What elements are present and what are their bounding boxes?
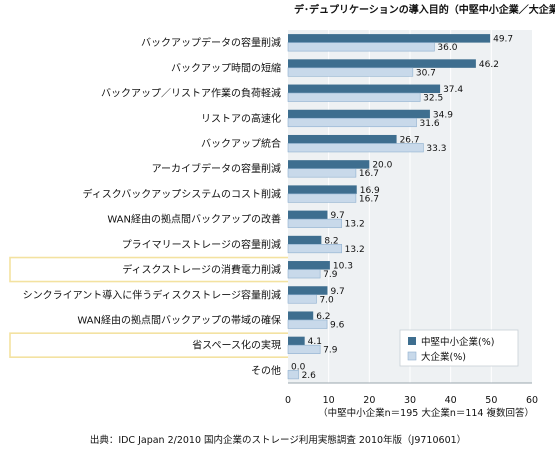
data-label: 13.2 [345,220,365,230]
category-label: ディスクバックアップシステムのコスト削減 [83,187,282,200]
category-label: シンクライアント導入に伴うディスクストレージ容量削減 [23,288,281,301]
data-label: 9.7 [330,287,344,297]
data-label: 33.3 [426,144,446,154]
data-label: 10.3 [333,262,353,272]
data-label: 2.6 [302,371,317,381]
category-label: リストアの高速化 [201,112,281,125]
category-label: バックアップ統合 [201,137,281,150]
data-label: 7.0 [319,295,334,305]
data-label: 8.2 [324,236,338,246]
bar-large [287,218,342,228]
bar-midsize [288,160,370,169]
category-label: バックアップ／リストア作業の負荷軽減 [101,87,281,100]
bar-large [287,294,317,304]
legend-label: 中堅中小企業(%) [421,336,494,348]
data-label: 30.7 [416,68,436,78]
data-label: 7.9 [323,270,338,280]
x-tick-label: 10 [323,395,335,406]
bar-large [287,42,435,52]
category-label: バックアップデータの容量削減 [141,36,281,49]
category-label: その他 [251,364,281,377]
category-label: WAN経由の拠点間バックアップの改善 [107,213,281,226]
data-label: 0.0 [291,362,306,372]
bar-large [287,370,299,380]
bar-large [287,193,357,203]
source-citation: 出典：IDC Japan 2/2010 国内企業のストレージ利用実態調査 201… [90,434,466,446]
x-tick-label: 20 [363,395,375,406]
legend-swatch [407,351,417,361]
bar-midsize [288,185,357,194]
bar-midsize [288,59,476,68]
sample-note: （中堅中小企業n＝195 大企業n＝114 複数回答） [318,407,534,419]
bar-large [287,143,424,153]
legend: 中堅中小企業(%) 大企業(%) [399,329,519,367]
data-label: 16.9 [360,186,380,196]
data-label: 31.6 [420,119,440,129]
category-label: アーカイブデータの容量削減 [152,162,281,175]
data-label: 16.7 [359,194,379,204]
data-label: 37.4 [443,85,463,95]
bar-large [287,244,342,254]
data-label: 46.2 [479,60,499,70]
bars: 49.7 36.0 46.2 30.7 37.432.5 34.931.626.7 33.3… [287,34,513,381]
data-label: 20.0 [372,161,392,171]
chart-title: デ･デュプリケーションの導入目的（中堅中小企業／大企業別） [294,3,555,16]
x-tick-label: 60 [526,395,538,406]
bar-large [287,168,357,178]
category-label: バックアップ時間の短縮 [171,61,281,74]
bar-midsize [288,311,314,320]
data-label: 36.0 [437,43,457,53]
bar-midsize [288,109,430,119]
data-label: 6.2 [316,312,330,322]
data-label: 49.7 [493,35,513,45]
data-label: 34.9 [433,110,453,120]
data-label: 9.6 [330,320,345,330]
data-label: 7.9 [323,346,338,356]
category-labels: バックアップデータの容量削減バックアップ時間の短縮バックアップ／リストア作業の負… [23,36,281,377]
data-label: 16.7 [359,169,379,179]
bar-large [287,67,414,77]
category-label: WAN経由の拠点間バックアップの帯域の確保 [77,313,281,326]
data-label: 13.2 [345,245,365,255]
bar-midsize [288,336,305,346]
x-tick-label: 40 [445,395,457,406]
bar-midsize [288,210,328,220]
bar-midsize [288,134,397,144]
data-label: 9.7 [330,211,344,221]
bar-large [287,344,321,354]
bar-midsize [288,84,441,94]
bar-midsize [288,261,330,270]
bar-large [287,117,417,128]
legend-swatch [408,337,416,345]
bar-large [287,269,321,279]
bar-midsize [288,235,322,245]
x-tick-label: 0 [285,395,291,406]
bar-midsize [288,286,328,295]
data-label: 32.5 [423,94,443,104]
data-label: 4.1 [308,337,322,347]
category-label: 省スペース化の実現 [192,339,281,352]
legend-box [399,329,519,367]
legend-label: 大企業(%) [421,351,466,363]
bar-midsize [288,34,491,43]
x-axis-ticks: 0 10 20 30 40 50 60 [285,395,538,406]
x-tick-label: 30 [404,395,416,406]
category-label: プライマリーストレージの容量削減 [122,238,281,251]
bar-large [287,319,328,329]
bar-large [287,92,421,102]
x-tick-label: 50 [485,395,497,406]
category-label: ディスクストレージの消費電力削減 [122,263,281,276]
data-label: 26.7 [400,135,420,145]
